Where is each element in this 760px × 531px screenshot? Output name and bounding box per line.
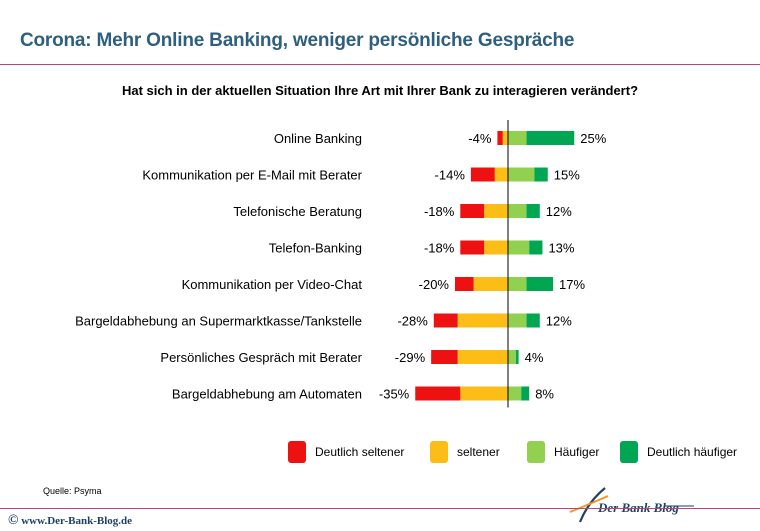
bar-deutlich-seltener bbox=[433, 313, 458, 328]
legend-swatch-haeufiger bbox=[527, 441, 545, 463]
bar-h-ufiger bbox=[508, 240, 530, 255]
bar-deutlich-seltener bbox=[470, 167, 495, 182]
legend-swatch-deutlich-haeufiger bbox=[620, 441, 638, 463]
legend-label: Deutlich seltener bbox=[315, 445, 405, 459]
legend-label: seltener bbox=[457, 445, 500, 459]
bar-deutlich-h-ufiger bbox=[526, 131, 575, 145]
data-label-positive: 17% bbox=[559, 277, 585, 292]
bar-h-ufiger bbox=[508, 313, 527, 328]
copyright: © www.Der-Bank-Blog.de bbox=[8, 513, 132, 529]
bar-deutlich-seltener bbox=[460, 240, 485, 255]
data-label-negative: -28% bbox=[397, 314, 428, 329]
category-label: Telefonische Beratung bbox=[233, 204, 362, 219]
legend-swatch-deutlich-seltener bbox=[288, 441, 306, 463]
data-label-positive: 12% bbox=[546, 204, 572, 219]
bar-h-ufiger bbox=[508, 277, 527, 291]
bar-seltener bbox=[457, 313, 508, 328]
bar-h-ufiger bbox=[508, 386, 522, 401]
data-label-negative: -14% bbox=[435, 168, 466, 183]
source-note: Quelle: Psyma bbox=[43, 486, 102, 496]
chart-question: Hat sich in der aktuellen Situation Ihre… bbox=[121, 83, 639, 98]
bar-deutlich-h-ufiger bbox=[521, 386, 530, 401]
bar-h-ufiger bbox=[508, 350, 516, 364]
bar-deutlich-h-ufiger bbox=[526, 277, 554, 291]
data-label-negative: -35% bbox=[379, 387, 410, 402]
data-label-negative: -4% bbox=[468, 131, 492, 146]
bar-deutlich-seltener bbox=[455, 277, 474, 291]
data-label-negative: -20% bbox=[419, 277, 450, 292]
bar-seltener bbox=[484, 240, 508, 255]
legend-item-seltener: seltener bbox=[430, 440, 500, 464]
bar-seltener bbox=[460, 386, 508, 401]
data-label-positive: 4% bbox=[525, 350, 544, 365]
bar-deutlich-seltener bbox=[497, 131, 503, 145]
category-label: Telefon-Banking bbox=[269, 241, 362, 256]
category-label: Kommunikation per Video-Chat bbox=[182, 277, 363, 292]
bar-h-ufiger bbox=[508, 167, 535, 182]
bar-seltener bbox=[457, 350, 508, 364]
bank-blog-logo-icon bbox=[569, 487, 694, 523]
bar-seltener bbox=[473, 277, 508, 291]
footer-divider bbox=[0, 508, 760, 509]
bar-deutlich-h-ufiger bbox=[529, 240, 543, 255]
bar-deutlich-seltener bbox=[431, 350, 458, 364]
copyright-symbol: © bbox=[8, 513, 19, 528]
website-link[interactable]: www.Der-Bank-Blog.de bbox=[21, 515, 133, 527]
category-label: Bargeldabhebung am Automaten bbox=[172, 387, 362, 402]
logo-text: Der Bank Blog bbox=[598, 500, 679, 515]
legend-item-haeufiger: Häufiger bbox=[527, 440, 599, 464]
header-divider bbox=[0, 64, 760, 65]
bar-h-ufiger bbox=[508, 131, 527, 145]
legend-item-deutlich-seltener: Deutlich seltener bbox=[288, 440, 404, 464]
data-label-negative: -18% bbox=[424, 204, 455, 219]
category-label: Bargeldabhebung an Supermarktkasse/Tanks… bbox=[75, 314, 362, 329]
data-label-negative: -18% bbox=[424, 241, 455, 256]
legend-item-deutlich-haeufiger: Deutlich häufiger bbox=[620, 440, 737, 464]
bar-seltener bbox=[494, 167, 508, 182]
data-label-positive: 8% bbox=[535, 387, 554, 402]
data-label-positive: 15% bbox=[554, 168, 580, 183]
legend-label: Deutlich häufiger bbox=[647, 445, 738, 459]
bar-deutlich-seltener bbox=[415, 386, 461, 401]
bar-h-ufiger bbox=[508, 204, 527, 218]
page-title: Corona: Mehr Online Banking, weniger per… bbox=[20, 30, 575, 51]
data-label-positive: 12% bbox=[546, 314, 572, 329]
bar-deutlich-h-ufiger bbox=[526, 313, 540, 328]
bar-seltener bbox=[502, 131, 508, 145]
bar-deutlich-h-ufiger bbox=[534, 167, 548, 182]
data-label-negative: -29% bbox=[395, 350, 426, 365]
category-label: Online Banking bbox=[274, 131, 362, 146]
data-label-positive: 25% bbox=[580, 131, 606, 146]
category-label: Kommunikation per E-Mail mit Berater bbox=[142, 168, 362, 183]
bar-seltener bbox=[484, 204, 508, 218]
bar-deutlich-h-ufiger bbox=[526, 204, 540, 218]
category-label: Persönliches Gespräch mit Berater bbox=[160, 350, 362, 365]
legend-swatch-seltener bbox=[430, 441, 448, 463]
data-label-positive: 13% bbox=[548, 241, 574, 256]
diverging-bar-chart: Online Banking -4% 25% Kommunikation per E-… bbox=[75, 120, 607, 408]
bar-deutlich-seltener bbox=[460, 204, 485, 218]
legend-label: Häufiger bbox=[554, 445, 600, 459]
bar-deutlich-h-ufiger bbox=[515, 350, 519, 364]
